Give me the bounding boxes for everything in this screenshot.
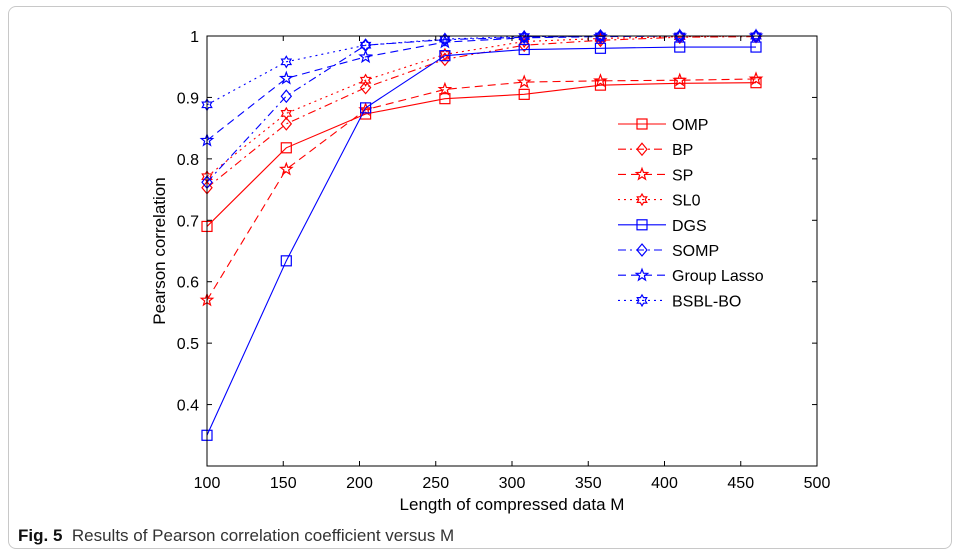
data-point-omp bbox=[518, 88, 530, 100]
x-tick-label: 150 bbox=[270, 475, 297, 492]
legend-item-group-lasso: Group Lasso bbox=[618, 267, 764, 285]
caption-text: Results of Pearson correlation coefficie… bbox=[71, 526, 455, 545]
legend-label: BSBL-BO bbox=[672, 293, 741, 310]
legend-swatch-marker bbox=[636, 118, 648, 130]
legend: OMP BP SP SL0 DGS SOMP Group Lasso BSBL-BO bbox=[618, 117, 764, 310]
legend-swatch-marker bbox=[636, 243, 648, 257]
data-point-sl0 bbox=[359, 73, 372, 87]
legend-swatch-marker bbox=[636, 192, 648, 207]
legend-item-dgs: DGS bbox=[618, 218, 707, 235]
data-point-dgs bbox=[518, 43, 530, 56]
data-point-bsbl-bo bbox=[594, 29, 607, 43]
plot-area bbox=[207, 36, 817, 466]
data-point-group-lasso bbox=[358, 49, 373, 64]
data-point-sp bbox=[358, 101, 373, 116]
legend-label: SP bbox=[672, 167, 693, 184]
data-point-sp bbox=[516, 74, 532, 89]
y-tick-label: 0.5 bbox=[177, 336, 199, 353]
data-point-omp bbox=[750, 77, 762, 89]
series-line-omp bbox=[206, 82, 757, 227]
series-line-dgs bbox=[206, 46, 756, 436]
x-axis-label: Length of compressed data M bbox=[400, 495, 625, 514]
x-tick-label: 400 bbox=[651, 475, 678, 492]
data-point-sl0 bbox=[280, 106, 293, 121]
data-point-bsbl-bo bbox=[518, 29, 530, 44]
y-tick-label: 0.8 bbox=[177, 152, 199, 169]
y-tick-label: 0.7 bbox=[177, 213, 199, 230]
data-point-bp bbox=[280, 116, 293, 131]
y-axis-label: Pearson correlation bbox=[150, 177, 169, 324]
data-point-dgs bbox=[360, 102, 372, 114]
x-tick-label: 450 bbox=[727, 475, 754, 492]
legend-label: SL0 bbox=[672, 193, 701, 210]
legend-label: Group Lasso bbox=[672, 268, 764, 285]
data-point-omp bbox=[280, 142, 292, 154]
data-point-group-lasso bbox=[278, 70, 294, 85]
tick-layer: 100 150 200 250 300 350 400 450 500 1 0.9 0.8 0.7 0.6… bbox=[177, 29, 831, 492]
legend-label: OMP bbox=[672, 117, 708, 134]
data-point-sp bbox=[278, 161, 294, 176]
legend-swatch-marker bbox=[634, 267, 650, 282]
data-point-bsbl-bo bbox=[280, 55, 293, 69]
x-tick-label: 350 bbox=[575, 475, 602, 492]
legend-item-omp: OMP bbox=[618, 117, 708, 134]
data-point-sp bbox=[593, 73, 608, 88]
legend-label: DGS bbox=[672, 218, 707, 235]
y-tick-label: 0.9 bbox=[177, 90, 199, 107]
x-tick-label: 250 bbox=[422, 475, 449, 492]
series-line-sp bbox=[206, 78, 757, 301]
legend-swatch-marker bbox=[634, 166, 650, 181]
figure-frame bbox=[8, 6, 952, 549]
legend-item-bp: BP bbox=[618, 142, 693, 159]
series-omp bbox=[201, 77, 762, 233]
data-point-somp bbox=[280, 89, 293, 104]
legend-item-sl0: SL0 bbox=[618, 193, 701, 210]
data-point-bsbl-bo bbox=[673, 29, 686, 43]
legend-swatch-marker bbox=[636, 219, 648, 231]
legend-swatch-marker bbox=[636, 293, 648, 308]
data-point-dgs bbox=[280, 255, 292, 267]
data-point-sp bbox=[672, 72, 688, 87]
y-tick-label: 1 bbox=[190, 29, 199, 46]
data-point-bp bbox=[359, 80, 372, 95]
caption-label: Fig. 5 bbox=[18, 526, 63, 545]
data-point-dgs bbox=[439, 50, 451, 62]
series-line-bsbl-bo bbox=[206, 35, 756, 106]
x-tick-label: 200 bbox=[346, 475, 373, 492]
data-point-bsbl-bo bbox=[750, 29, 762, 43]
series-layer bbox=[199, 28, 764, 441]
legend-item-somp: SOMP bbox=[618, 243, 719, 260]
series-line-somp bbox=[206, 35, 756, 183]
legend-item-sp: SP bbox=[618, 166, 693, 184]
legend-item-bsbl-bo: BSBL-BO bbox=[618, 293, 741, 310]
x-tick-label: 100 bbox=[194, 475, 221, 492]
legend-label: SOMP bbox=[672, 243, 719, 260]
data-point-omp bbox=[594, 79, 607, 91]
data-point-sp bbox=[748, 71, 764, 86]
data-point-bsbl-bo bbox=[359, 38, 372, 52]
data-point-sp bbox=[437, 81, 453, 96]
y-tick-label: 0.6 bbox=[177, 275, 199, 292]
x-tick-label: 300 bbox=[499, 475, 526, 492]
series-line-sl0 bbox=[206, 35, 757, 178]
x-tick-label: 500 bbox=[804, 475, 831, 492]
data-point-omp bbox=[674, 77, 686, 89]
legend-label: BP bbox=[672, 142, 693, 159]
series-sp bbox=[199, 71, 764, 307]
data-point-omp bbox=[439, 93, 451, 105]
legend-swatch-marker bbox=[636, 142, 648, 157]
data-point-dgs bbox=[594, 42, 607, 54]
y-tick-label: 0.4 bbox=[177, 398, 199, 415]
figure-caption: Fig. 5 Results of Pearson correlation co… bbox=[18, 526, 454, 546]
